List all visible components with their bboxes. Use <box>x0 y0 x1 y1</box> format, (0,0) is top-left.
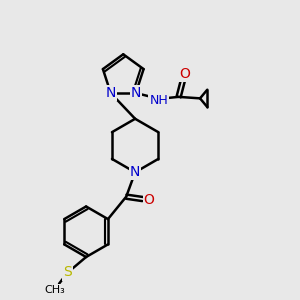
Text: S: S <box>63 266 72 280</box>
Text: N: N <box>130 86 141 100</box>
Text: O: O <box>179 67 190 81</box>
Text: NH: NH <box>149 94 168 107</box>
Text: O: O <box>144 193 154 207</box>
Text: CH₃: CH₃ <box>44 285 65 295</box>
Text: N: N <box>130 165 140 179</box>
Text: N: N <box>106 86 116 100</box>
